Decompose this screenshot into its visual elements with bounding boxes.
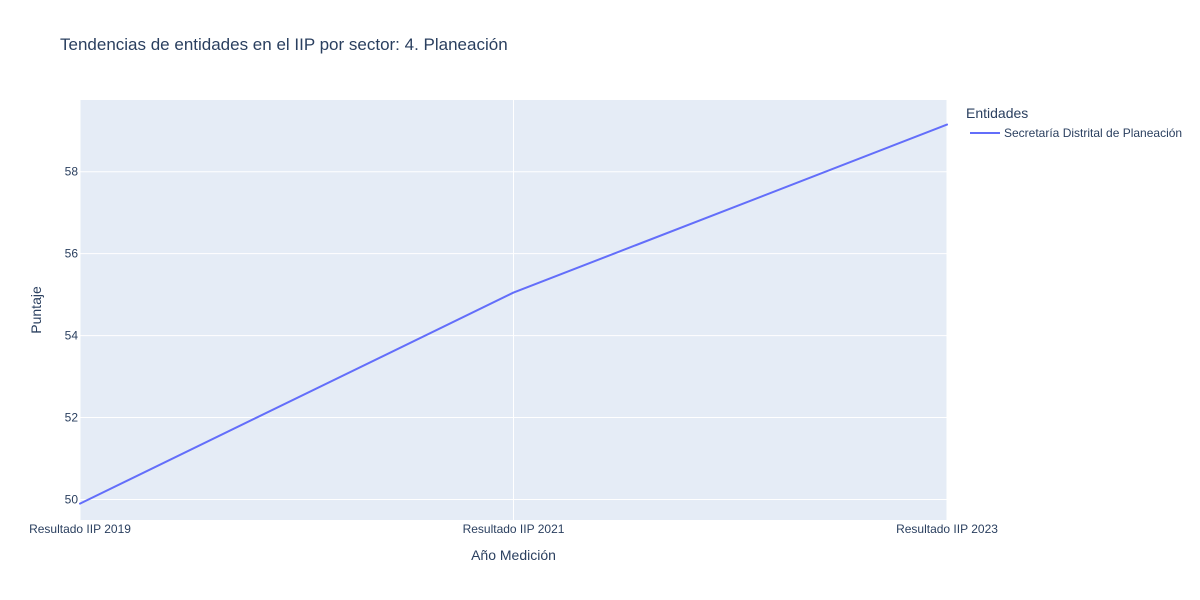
tick-labels: 50 52 54 56 58 Resultado IIP 2019 Resultado II… [29, 165, 998, 536]
series-line[interactable] [79, 123, 948, 505]
chart-title: Tendencias de entidades en el IIP por se… [60, 35, 508, 54]
y-tick-label: 54 [65, 329, 79, 343]
y-axis-title: Puntaje [28, 286, 44, 334]
y-tick-label: 56 [65, 247, 79, 261]
x-tick-label: Resultado IIP 2019 [29, 522, 131, 536]
legend[interactable]: Entidades Secretaría Distrital de Planea… [966, 105, 1182, 140]
y-tick-label: 58 [65, 165, 79, 179]
legend-items[interactable]: Secretaría Distrital de Planeación [970, 126, 1182, 140]
x-tick-label: Resultado IIP 2021 [463, 522, 565, 536]
series-lines [79, 123, 948, 505]
x-axis-title: Año Medición [471, 547, 556, 563]
legend-item-label: Secretaría Distrital de Planeación [1004, 126, 1182, 140]
legend-item[interactable]: Secretaría Distrital de Planeación [970, 126, 1182, 140]
y-tick-label: 52 [65, 411, 79, 425]
y-tick-label: 50 [65, 493, 79, 507]
x-tick-label: Resultado IIP 2023 [896, 522, 998, 536]
legend-title: Entidades [966, 105, 1028, 121]
grid-lines [79, 100, 948, 520]
